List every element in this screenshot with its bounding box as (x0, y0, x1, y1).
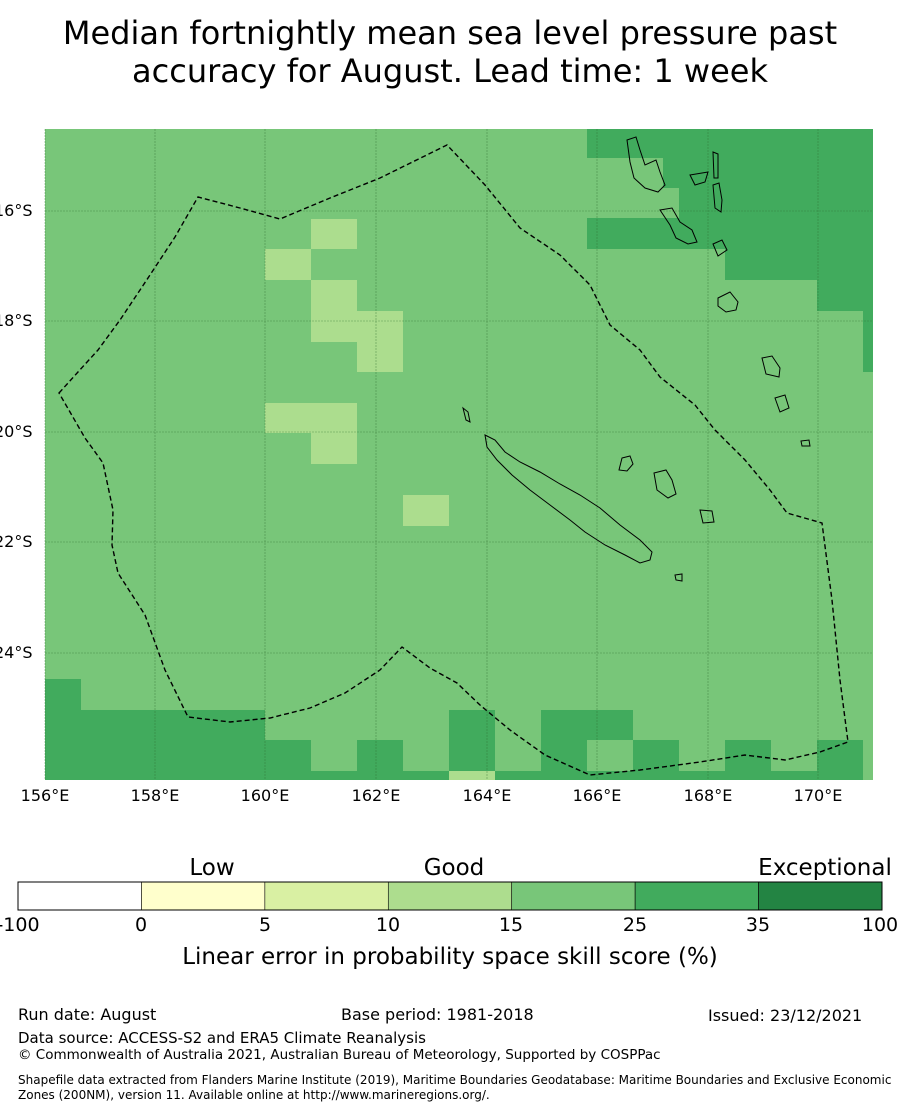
lon-label-162: 162°E (351, 786, 401, 805)
grid-cell-high (81, 710, 265, 780)
colorbar-tick: 5 (258, 914, 272, 936)
colorbar (17, 881, 883, 911)
lon-label-160: 160°E (240, 786, 290, 805)
land-outlines (462, 136, 811, 582)
lat-label-16: 16°S (0, 201, 33, 220)
colorbar-tick: 10 (375, 914, 401, 936)
grid-cell-high (679, 188, 873, 218)
grid-cell-high (541, 710, 633, 740)
grid-cell-high (817, 280, 873, 311)
colorbar-tick: 0 (134, 914, 148, 936)
grid-cell-high (45, 679, 81, 780)
grid-cell-high (679, 771, 725, 780)
efate-outline (717, 291, 739, 313)
grid-cell-high (633, 740, 679, 780)
lat-label-18: 18°S (0, 311, 33, 330)
grid-cell-high (495, 771, 541, 780)
eez-boundary (58, 144, 849, 776)
skill-grid (45, 129, 873, 780)
shapefile-credit-line-2: Zones (200NM), version 11. Available onl… (18, 1088, 490, 1102)
grid-cell-high (587, 218, 873, 249)
island-outline (674, 573, 683, 582)
colorbar-tick: 25 (622, 914, 648, 936)
lon-label-168: 168°E (683, 786, 733, 805)
lat-label-24: 24°S (0, 643, 33, 662)
issued-date: Issued: 23/12/2021 (708, 1006, 863, 1025)
grid-cell-low (265, 249, 311, 280)
grid-cell-high (863, 311, 873, 372)
grid-cell-high (725, 740, 771, 780)
vanuatu-island-outline (774, 394, 790, 413)
colorbar-tick: 100 (861, 914, 899, 936)
colorbar-segment (511, 881, 636, 911)
colorbar-tick: -100 (0, 914, 40, 936)
grid-cell-low (311, 219, 357, 249)
grid-cell-high (403, 771, 449, 780)
loyalty-islands-outline (699, 509, 715, 524)
colorbar-segment (634, 881, 759, 911)
vanuatu-island-outline (712, 239, 728, 257)
lon-label-164: 164°E (462, 786, 512, 805)
vanuatu-island-outline (712, 151, 719, 179)
colorbar-heading-exceptional: Exceptional (758, 855, 892, 881)
vanuatu-island-outline (689, 171, 709, 186)
grid-cell-high (663, 158, 873, 188)
grid-cell-low (311, 433, 357, 464)
grid-cell-high (357, 740, 403, 780)
vanuatu-island-outline (800, 439, 811, 447)
grid-cell-low (449, 771, 495, 780)
grid-cell-high (311, 771, 357, 780)
grid-cell-high (449, 710, 495, 771)
colorbar-segment (17, 881, 142, 911)
base-period: Base period: 1981-2018 (341, 1005, 534, 1024)
colorbar-segment (141, 881, 266, 911)
lat-label-20: 20°S (0, 422, 33, 441)
grid-cell-high (541, 740, 587, 780)
graticule (44, 129, 873, 780)
grid-cell-high (587, 771, 633, 780)
new-caledonia-outline (484, 434, 653, 564)
loyalty-islands-outline (618, 455, 634, 472)
grid-cell-high (265, 740, 311, 780)
lon-label-156: 156°E (20, 786, 70, 805)
vanuatu-island-outline (659, 207, 698, 245)
run-date: Run date: August (18, 1005, 157, 1024)
grid-cell-high (587, 129, 873, 158)
title-line-1: Median fortnightly mean sea level pressu… (62, 14, 838, 52)
grid-cell-high (817, 740, 863, 780)
shapefile-credit-line-1: Shapefile data extracted from Flanders M… (18, 1073, 892, 1087)
grid-cell-high (725, 249, 873, 280)
espiritu-santo-outline (626, 136, 666, 193)
grid-cell-low (265, 403, 357, 433)
grid-cell-high (771, 771, 817, 780)
colorbar-segment (387, 881, 513, 911)
grid-cell-low (357, 311, 403, 372)
data-source: Data source: ACCESS-S2 and ERA5 Climate … (18, 1029, 426, 1047)
lon-label-170: 170°E (793, 786, 843, 805)
title-line-2: accuracy for August. Lead time: 1 week (132, 52, 768, 90)
colorbar-tick: 15 (498, 914, 524, 936)
lon-label-158: 158°E (130, 786, 180, 805)
colorbar-segment (758, 881, 883, 911)
vanuatu-island-outline (761, 355, 781, 378)
colorbar-tick: 35 (745, 914, 771, 936)
copyright: © Commonwealth of Australia 2021, Austra… (18, 1047, 661, 1063)
vanuatu-island-outline (712, 182, 723, 213)
grid-cell-low (311, 280, 357, 342)
colorbar-label: Linear error in probability space skill … (182, 944, 718, 970)
chart-title: Median fortnightly mean sea level pressu… (0, 14, 900, 90)
island-outline (462, 406, 471, 423)
lon-label-166: 166°E (572, 786, 622, 805)
colorbar-segment (264, 881, 389, 911)
colorbar-frame (17, 881, 883, 911)
lat-label-22: 22°S (0, 532, 33, 551)
loyalty-islands-outline (653, 469, 677, 499)
grid-cell-low (403, 495, 449, 526)
colorbar-heading-low: Low (189, 855, 235, 881)
colorbar-heading-good: Good (423, 855, 485, 881)
